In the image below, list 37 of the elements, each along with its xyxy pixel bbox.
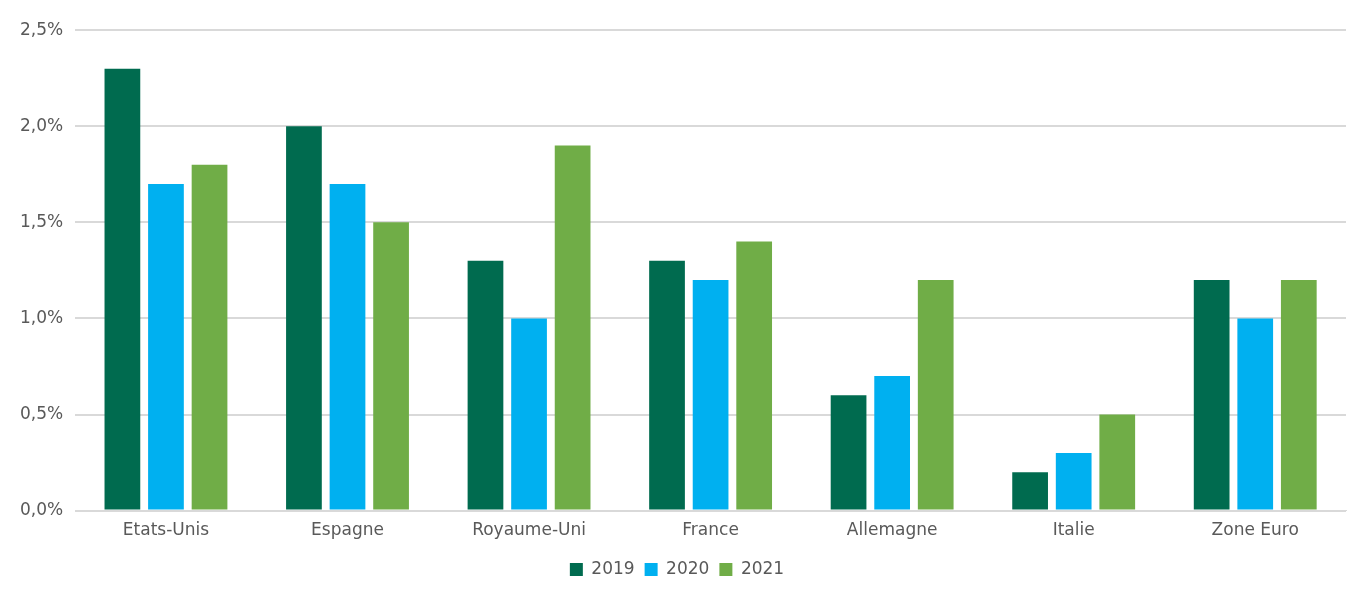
bar	[148, 183, 184, 510]
bar	[830, 395, 867, 510]
y-tick-label: 1,5%	[19, 210, 64, 231]
bar	[286, 126, 322, 510]
x-tick-label: Italie	[1052, 519, 1095, 540]
bar	[1055, 452, 1092, 510]
bar	[554, 145, 591, 510]
bar	[1012, 472, 1048, 510]
bar	[511, 318, 547, 510]
x-tick-label: Allemagne	[846, 519, 938, 540]
x-tick-label: France	[682, 519, 739, 540]
bar	[917, 280, 954, 510]
bar	[736, 241, 773, 510]
bar	[649, 260, 685, 510]
bar	[467, 260, 504, 510]
legend-label: 2021	[740, 557, 785, 578]
y-tick-label: 0,5%	[19, 402, 64, 423]
x-tick-label: Espagne	[311, 519, 384, 540]
y-tick-label: 2,0%	[19, 114, 64, 135]
bar	[104, 68, 141, 510]
x-tick-label: Zone Euro	[1211, 519, 1299, 540]
bar	[1193, 280, 1230, 510]
bar	[1237, 318, 1274, 510]
bar	[1099, 414, 1136, 510]
y-tick-label: 1,0%	[19, 306, 64, 327]
bar	[692, 280, 729, 510]
bar	[1280, 280, 1317, 510]
y-tick-label: 0,0%	[19, 499, 64, 520]
legend-label: 2020	[666, 557, 710, 578]
bar	[329, 183, 366, 510]
y-tick-label: 2,5%	[19, 18, 64, 39]
legend-label: 2019	[591, 557, 635, 578]
bar	[874, 376, 910, 510]
x-tick-label: Etats-Unis	[122, 519, 210, 540]
bar	[191, 164, 228, 510]
x-tick-label: Royaume-Uni	[472, 519, 586, 540]
bar	[373, 222, 409, 510]
